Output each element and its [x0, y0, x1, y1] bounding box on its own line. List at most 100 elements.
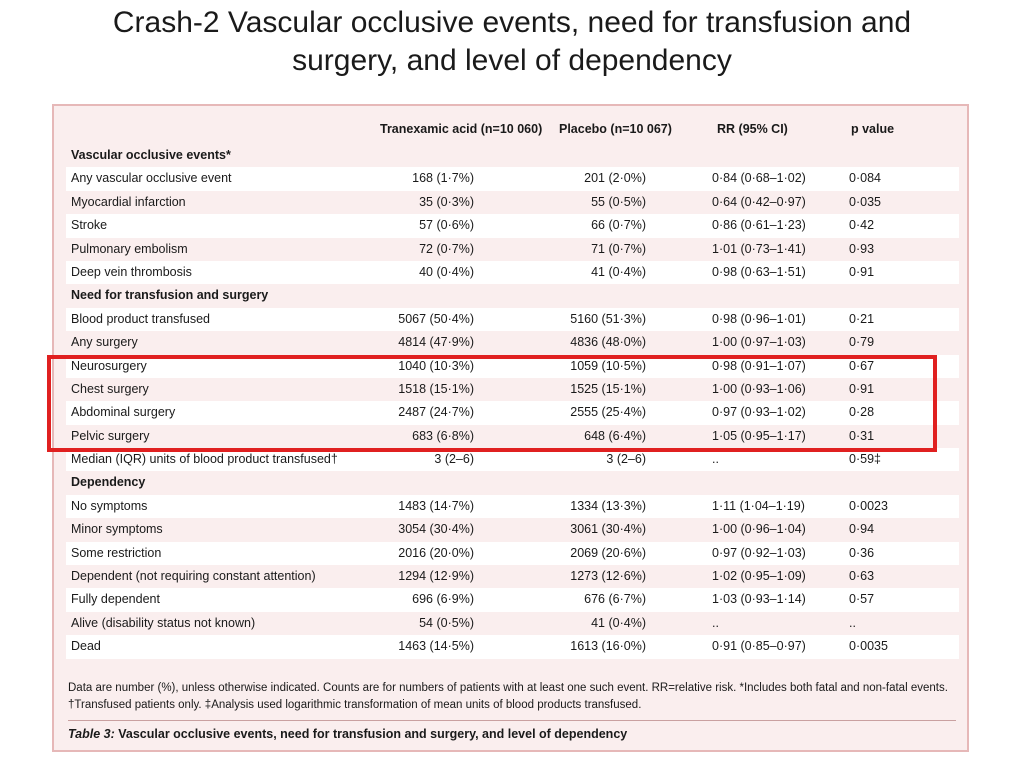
section-header: Vascular occlusive events*: [66, 144, 959, 168]
p-value: 0·035: [849, 194, 881, 209]
rr-value: 0·98 (0·96–1·01): [712, 311, 806, 326]
table-row: Chest surgery 1518 (15·1%) 1525 (15·1%) 1·0…: [66, 377, 959, 402]
tranexamic-acid-value: 57 (0·6%): [419, 218, 474, 233]
header-rr: RR (95% CI): [717, 122, 788, 136]
section-title: Vascular occlusive events*: [71, 148, 231, 162]
p-value: 0·67: [849, 358, 875, 373]
tranexamic-acid-value: 4814 (47·9%): [398, 335, 474, 350]
tranexamic-acid-value: 2016 (20·0%): [398, 545, 474, 560]
table-row: Fully dependent 696 (6·9%) 676 (6·7%) 1·03 …: [66, 588, 959, 612]
slide-title-line-1: Crash-2 Vascular occlusive events, need …: [112, 6, 912, 39]
row-label: Some restriction: [71, 545, 162, 560]
rr-value: 0·98 (0·91–1·07): [712, 358, 806, 373]
rr-value: 0·97 (0·92–1·03): [712, 545, 806, 560]
rr-value: 1·00 (0·96–1·04): [712, 522, 806, 537]
table-row: Pelvic surgery 683 (6·8%) 648 (6·4%) 1·05 (…: [66, 424, 959, 449]
table-panel: Tranexamic acid (n=10 060) Placebo (n=10 …: [52, 104, 969, 752]
placebo-value: 55 (0·5%): [591, 194, 646, 209]
header-p-value: p value: [851, 122, 895, 136]
placebo-value: 1525 (15·1%): [570, 381, 646, 396]
placebo-value: 5160 (51·3%): [570, 311, 646, 326]
row-label: Fully dependent: [71, 592, 160, 607]
slide-title-line-2: surgery, and level of dependency: [292, 44, 732, 77]
placebo-value: 2555 (25·4%): [570, 405, 646, 420]
p-value: 0·31: [849, 428, 875, 443]
row-label: Abdominal surgery: [71, 405, 176, 420]
tranexamic-acid-value: 696 (6·9%): [412, 592, 474, 607]
row-label: Dead: [71, 639, 101, 654]
rr-value: 0·86 (0·61–1·23): [712, 218, 806, 233]
row-label: Myocardial infarction: [71, 194, 186, 209]
row-label: Chest surgery: [71, 381, 149, 396]
row-label: Stroke: [71, 218, 108, 233]
placebo-value: 41 (0·4%): [591, 264, 646, 279]
tranexamic-acid-value: 2487 (24·7%): [398, 405, 474, 420]
footnote-line-1: Data are number (%), unless otherwise in…: [68, 682, 948, 694]
tranexamic-acid-value: 72 (0·7%): [419, 241, 474, 256]
placebo-value: 1334 (13·3%): [570, 498, 646, 513]
p-value: ..: [849, 615, 856, 630]
table-row: Blood product transfused 5067 (50·4%) 5160…: [66, 307, 959, 332]
table-row: Abdominal surgery 2487 (24·7%) 2555 (25·4%…: [66, 401, 959, 425]
placebo-value: 41 (0·4%): [591, 615, 646, 630]
rr-value: 1·00 (0·93–1·06): [712, 381, 806, 396]
tranexamic-acid-value: 5067 (50·4%): [398, 311, 474, 326]
placebo-value: 71 (0·7%): [591, 241, 646, 256]
p-value: 0·63: [849, 569, 875, 584]
p-value: 0·42: [849, 218, 875, 233]
tranexamic-acid-value: 35 (0·3%): [419, 194, 474, 209]
p-value: 0·59‡: [849, 452, 881, 467]
table-row: Some restriction 2016 (20·0%) 2069 (20·6%)…: [66, 541, 959, 566]
table-row: Minor symptoms 3054 (30·4%) 3061 (30·4%) 1·…: [66, 518, 959, 542]
header-placebo: Placebo (n=10 067): [559, 122, 672, 136]
rr-value: 1·02 (0·95–1·09): [712, 569, 806, 584]
p-value: 0·91: [849, 264, 875, 279]
table-header-row: Tranexamic acid (n=10 060) Placebo (n=10 …: [66, 114, 959, 144]
p-value: 0·084: [849, 171, 881, 186]
table-row: Dependent (not requiring constant attent…: [66, 565, 959, 589]
tranexamic-acid-value: 54 (0·5%): [419, 615, 474, 630]
table-row: Median (IQR) units of blood product tran…: [66, 448, 959, 472]
footnote-line-2: †Transfused patients only. ‡Analysis use…: [68, 699, 642, 711]
table-row: Neurosurgery 1040 (10·3%) 1059 (10·5%) 0·98…: [66, 354, 959, 378]
tranexamic-acid-value: 3 (2–6): [434, 452, 474, 467]
row-label: Neurosurgery: [71, 358, 147, 373]
table-row: Deep vein thrombosis 40 (0·4%) 41 (0·4%) 0·…: [66, 260, 959, 285]
p-value: 0·94: [849, 522, 875, 537]
p-value: 0·36: [849, 545, 875, 560]
slide-title: Crash-2 Vascular occlusive events, need …: [0, 4, 1024, 80]
row-label: Any vascular occlusive event: [71, 171, 232, 186]
table-row: Stroke 57 (0·6%) 66 (0·7%) 0·86 (0·61–1·23)…: [66, 214, 959, 238]
p-value: 0·57: [849, 592, 875, 607]
rr-value: 0·91 (0·85–0·97): [712, 639, 806, 654]
p-value: 0·91: [849, 381, 875, 396]
p-value: 0·93: [849, 241, 875, 256]
table-footnotes: Data are number (%), unless otherwise in…: [68, 680, 958, 714]
table-row: Myocardial infarction 35 (0·3%) 55 (0·5%) 0…: [66, 190, 959, 215]
p-value: 0·0035: [849, 639, 888, 654]
placebo-value: 4836 (48·0%): [570, 335, 646, 350]
placebo-value: 3061 (30·4%): [570, 522, 646, 537]
placebo-value: 66 (0·7%): [591, 218, 646, 233]
section-title: Dependency: [71, 475, 146, 490]
placebo-value: 1059 (10·5%): [570, 358, 646, 373]
tranexamic-acid-value: 168 (1·7%): [412, 171, 474, 186]
rr-value: 0·97 (0·93–1·02): [712, 405, 806, 420]
placebo-value: 201 (2·0%): [584, 171, 646, 186]
header-tranexamic-acid: Tranexamic acid (n=10 060): [380, 122, 543, 136]
section-title: Need for transfusion and surgery: [71, 288, 269, 303]
tranexamic-acid-value: 3054 (30·4%): [398, 522, 474, 537]
row-label: Blood product transfused: [71, 311, 210, 326]
tranexamic-acid-value: 1463 (14·5%): [398, 639, 474, 654]
tranexamic-acid-value: 1294 (12·9%): [398, 569, 474, 584]
rr-value: 0·64 (0·42–0·97): [712, 194, 806, 209]
tranexamic-acid-value: 1040 (10·3%): [398, 358, 474, 373]
row-label: Deep vein thrombosis: [71, 264, 192, 279]
table-row: No symptoms 1483 (14·7%) 1334 (13·3%) 1·11 …: [66, 494, 959, 519]
table-row: Any vascular occlusive event 168 (1·7%) 20…: [66, 167, 959, 191]
table-row: Dead 1463 (14·5%) 1613 (16·0%) 0·91 (0·85–0…: [66, 635, 959, 659]
caption-text: Vascular occlusive events, need for tran…: [114, 727, 628, 741]
p-value: 0·21: [849, 311, 875, 326]
placebo-value: 1613 (16·0%): [570, 639, 646, 654]
row-label: Alive (disability status not known): [71, 615, 256, 630]
